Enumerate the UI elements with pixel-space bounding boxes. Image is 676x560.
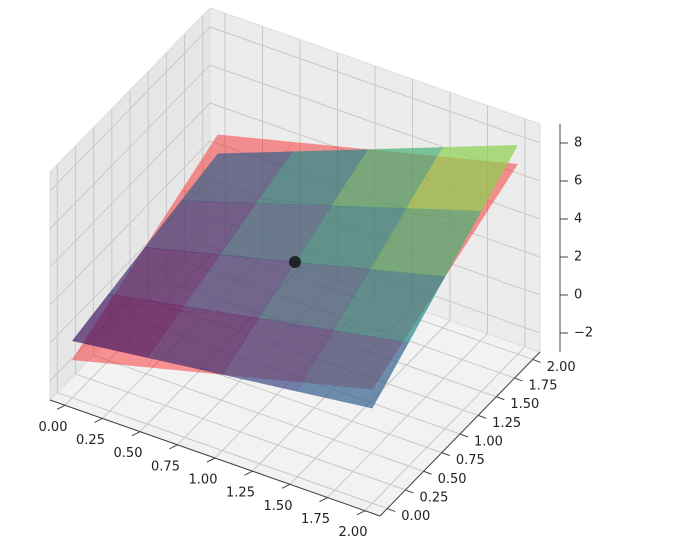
grid-line bbox=[93, 354, 424, 472]
y-tick-label: 1.25 bbox=[492, 416, 521, 431]
grid-line bbox=[49, 26, 211, 192]
tick-mark bbox=[387, 508, 396, 513]
tick-mark bbox=[441, 452, 450, 457]
tick-mark bbox=[281, 483, 291, 489]
tick-mark bbox=[496, 396, 505, 401]
point bbox=[289, 256, 301, 268]
x-tick-label: 0.75 bbox=[151, 459, 180, 474]
x-tick-label: 1.00 bbox=[189, 473, 218, 488]
y-tick-label: 1.50 bbox=[510, 397, 539, 412]
y-tick-label: 1.75 bbox=[529, 379, 558, 394]
y-tick-label: 0.50 bbox=[438, 472, 467, 487]
x-tick-label: 1.75 bbox=[301, 512, 330, 527]
tick-mark bbox=[423, 470, 432, 475]
y-tick-label: 0.00 bbox=[401, 509, 430, 524]
y-tick-label: 2.00 bbox=[547, 360, 576, 375]
z-tick-label: 0 bbox=[574, 288, 582, 303]
surface-patch bbox=[296, 330, 410, 409]
x-tick-label: 0.50 bbox=[114, 446, 143, 461]
x-tick-label: 1.50 bbox=[264, 499, 293, 514]
x-tick-label: 1.25 bbox=[226, 486, 255, 501]
x-tick-label: 2.00 bbox=[339, 525, 368, 540]
tick-mark bbox=[356, 510, 366, 516]
tick-mark bbox=[405, 489, 414, 494]
tick-mark bbox=[94, 418, 103, 423]
tick-mark bbox=[56, 404, 66, 410]
tick-mark bbox=[206, 457, 216, 463]
y-tick-label: 0.75 bbox=[456, 453, 485, 468]
grid-line bbox=[209, 26, 541, 144]
grid-line bbox=[49, 102, 211, 268]
tick-mark bbox=[244, 470, 253, 476]
grid-line bbox=[75, 373, 406, 491]
surface-patch bbox=[405, 144, 519, 212]
z-tick-label: 6 bbox=[574, 174, 582, 189]
x-tick-label: 0.25 bbox=[76, 433, 105, 448]
z-tick-label: −2 bbox=[574, 326, 593, 341]
tick-mark bbox=[532, 358, 541, 363]
y-tick-label: 1.00 bbox=[474, 435, 503, 450]
z-tick-label: 4 bbox=[574, 212, 582, 227]
x-axis-line bbox=[49, 399, 381, 517]
tick-mark bbox=[169, 444, 178, 450]
tick-mark bbox=[459, 433, 469, 438]
x-tick-label: 0.00 bbox=[39, 420, 68, 435]
tick-mark bbox=[131, 431, 141, 437]
z-tick-label: 8 bbox=[574, 136, 582, 151]
y-axis-line bbox=[379, 351, 541, 517]
tick-mark bbox=[319, 497, 328, 502]
z-tick-label: 2 bbox=[574, 250, 582, 265]
tick-mark bbox=[478, 414, 487, 419]
grid-line bbox=[57, 392, 388, 510]
grid-line bbox=[49, 64, 211, 230]
tick-mark bbox=[514, 377, 523, 382]
grid-line bbox=[49, 140, 211, 306]
y-tick-label: 0.25 bbox=[419, 490, 448, 505]
